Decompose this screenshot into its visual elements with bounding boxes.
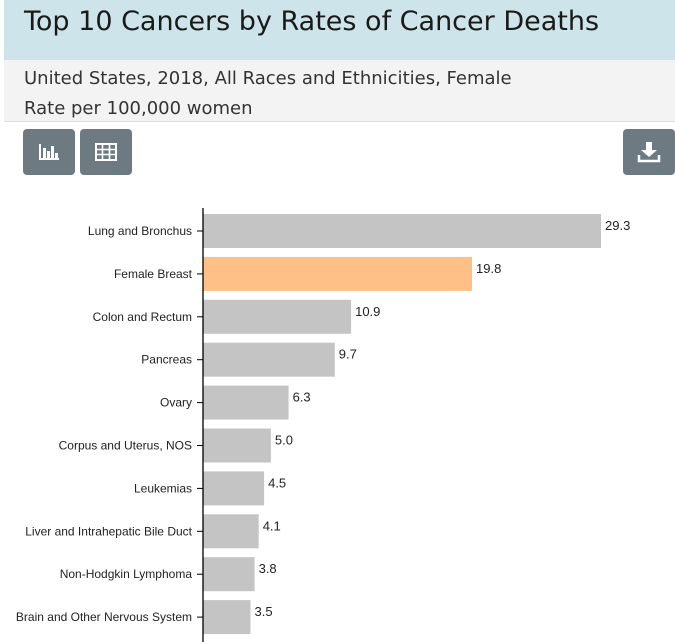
category-label-5: Corpus and Uterus, NOS	[59, 439, 192, 453]
category-label-3: Pancreas	[141, 353, 192, 367]
category-label-9: Brain and Other Nervous System	[16, 610, 192, 624]
bar-2[interactable]	[203, 299, 352, 334]
bar-chart-icon	[39, 144, 59, 160]
value-label-1: 19.8	[476, 261, 501, 276]
category-label-4: Ovary	[160, 396, 192, 410]
title-bar: Top 10 Cancers by Rates of Cancer Deaths	[4, 0, 675, 60]
bar-5[interactable]	[203, 428, 271, 463]
value-label-9: 3.5	[255, 604, 273, 619]
value-label-4: 6.3	[293, 390, 311, 405]
download-icon	[637, 142, 661, 163]
category-label-6: Leukemias	[134, 481, 192, 495]
bar-9[interactable]	[203, 600, 251, 635]
value-label-6: 4.5	[268, 475, 286, 490]
bar-chart-view-button[interactable]	[23, 129, 75, 175]
download-button[interactable]	[623, 129, 675, 175]
value-label-0: 29.3	[605, 218, 630, 233]
bar-3[interactable]	[203, 342, 335, 377]
subtitle-bar: United States, 2018, All Races and Ethni…	[4, 60, 675, 122]
bars-layer: Lung and Bronchus 29.3 Female Breast 19.8 Co…	[16, 214, 630, 635]
value-label-2: 10.9	[355, 304, 380, 319]
value-label-3: 9.7	[339, 347, 357, 362]
bar-7[interactable]	[203, 514, 259, 549]
bar-0[interactable]	[203, 214, 601, 248]
bar-6[interactable]	[203, 471, 265, 506]
table-view-button[interactable]	[80, 129, 132, 175]
category-label-7: Liver and Intrahepatic Bile Duct	[25, 524, 192, 538]
category-label-1: Female Breast	[114, 267, 193, 281]
category-label-0: Lung and Bronchus	[88, 224, 192, 238]
bar-4[interactable]	[203, 385, 289, 420]
bar-1[interactable]	[203, 256, 472, 291]
table-icon	[95, 143, 117, 161]
subtitle-line-2: Rate per 100,000 women	[24, 98, 253, 119]
bar-8[interactable]	[203, 557, 255, 592]
category-label-8: Non-Hodgkin Lymphoma	[60, 567, 193, 581]
value-label-5: 5.0	[275, 433, 293, 448]
subtitle-line-1: United States, 2018, All Races and Ethni…	[24, 68, 512, 89]
category-label-2: Colon and Rectum	[93, 310, 192, 324]
value-label-7: 4.1	[263, 518, 281, 533]
value-label-8: 3.8	[259, 561, 277, 576]
page-title: Top 10 Cancers by Rates of Cancer Deaths	[24, 6, 600, 37]
bar-chart: Lung and Bronchus 29.3 Female Breast 19.8 Co…	[16, 208, 630, 642]
